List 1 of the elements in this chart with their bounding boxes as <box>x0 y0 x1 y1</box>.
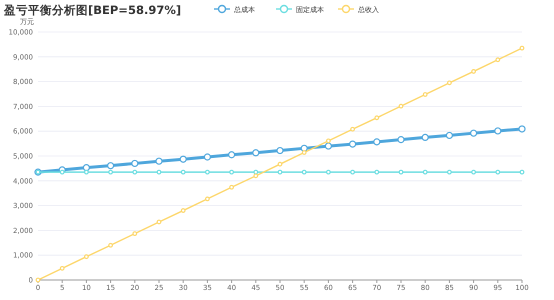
chart-title: 盈亏平衡分析图[BEP=58.97%] <box>3 3 182 17</box>
